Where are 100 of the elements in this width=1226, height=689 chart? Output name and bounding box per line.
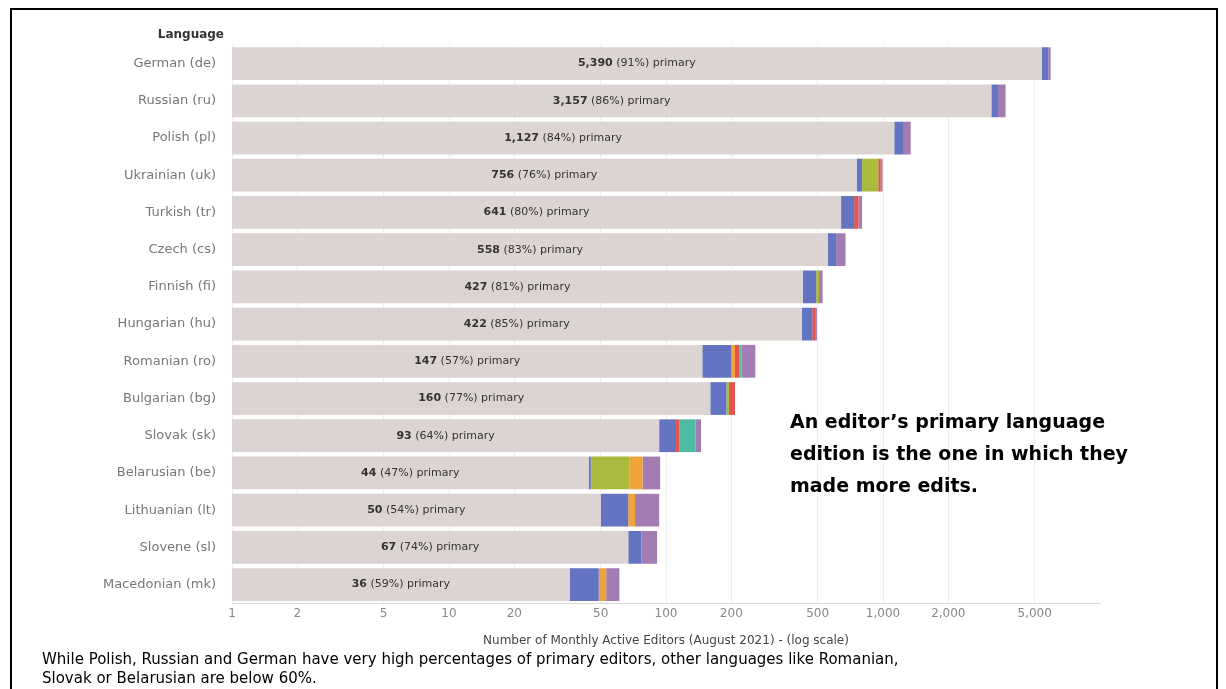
bar [710,382,727,415]
x-tick-label: 5,000 [1017,605,1052,620]
y-tick-label: Finnish (fi) [148,278,216,294]
bar [232,568,570,601]
bar [836,233,846,267]
bar [862,158,879,192]
bar [858,196,863,229]
x-tick-label: 20 [506,605,522,620]
x-tick-label: 1,000 [865,605,901,620]
bar [679,419,696,453]
bar [232,196,842,229]
y-tick-label: Macedonian (mk) [102,575,216,591]
bar [232,158,857,192]
x-tick-label: 2 [293,605,302,620]
annotation: An editor’s primary language edition is the one in which they made more edits. [790,409,1129,498]
x-tick-label: 200 [719,605,743,620]
y-tick-label: Belarusian (be) [116,464,216,480]
bar [232,307,802,341]
x-axis-title: Number of Monthly Active Editors (August 2021) - (log scale) [483,632,849,647]
bar [635,493,660,527]
data-label: 44 (47%) primary [361,465,460,479]
data-label: 756 (76%) primary [491,168,598,182]
data-label: 1,127 (84%) primary [504,130,623,144]
bar [741,344,756,378]
y-tick-label: Hungarian (hu) [117,315,216,331]
bar [702,344,732,378]
x-tick-label: 5 [379,605,388,620]
y-tick-label: Russian (ru) [138,92,216,108]
bar [600,493,629,527]
bar [674,419,680,453]
y-tick-label: Romanian (ro) [123,352,216,368]
data-label: 422 (85%) primary [463,316,571,330]
bar [588,456,591,490]
bar [856,158,863,192]
data-label: 427 (81%) primary [464,279,571,293]
bar [731,344,736,378]
data-label: 93 (64%) primary [396,428,496,442]
bar [726,382,729,415]
data-label: 160 (77%) primary [418,391,525,405]
x-tick-label: 10 [441,605,457,620]
bar [232,382,711,415]
bar [232,344,703,378]
bar [606,568,620,601]
bar [628,493,636,527]
bar [801,307,813,341]
bar [569,568,599,601]
bar [728,382,736,415]
data-label: 67 (74%) primary [380,540,480,554]
bar [642,456,661,490]
data-label: 5,390 (91%) primary [577,56,697,70]
data-label: 558 (83%) primary [476,242,584,256]
data-label: 36 (59%) primary [351,577,451,591]
y-tick-label: Czech (cs) [148,241,216,257]
bar [695,419,702,453]
data-label: 147 (57%) primary [414,354,521,368]
bar [1041,47,1049,80]
bar [997,84,1006,118]
x-tick-label: 2,000 [931,605,966,620]
x-tick-label: 500 [806,605,830,620]
bar [629,456,643,490]
bar [735,344,740,378]
bar [232,233,829,267]
bar [828,233,837,267]
data-label: 50 (54%) primary [367,503,467,517]
bar [598,568,607,601]
bar [232,531,629,564]
y-tick-label: Bulgarian (bg) [123,389,216,405]
y-tick-label: Turkish (tr) [144,203,216,219]
bar [232,270,803,304]
bar [232,47,1042,80]
bar [802,270,817,304]
bar [232,456,589,490]
text: While Polish, Russian and German have very high percentages of primary editors, other languages like Romanian, Slovak or Belarusian are below 60%. [42,650,900,688]
bar [232,84,992,118]
x-tick-label: 100 [654,605,678,620]
y-tick-label: Slovak (sk) [144,427,216,443]
bar [590,456,630,490]
y-tick-label: Ukrainian (uk) [123,166,216,182]
bar [739,344,742,378]
bar [903,121,911,155]
bar [232,493,601,527]
bar [232,121,895,155]
x-tick-label: 1 [228,605,236,620]
bar [991,84,998,118]
bar [841,196,855,229]
y-axis-title: Language [157,27,224,42]
y-tick-label: Lithuanian (lt) [124,501,216,517]
bar [816,270,819,304]
bar [628,531,642,564]
data-label: 3,157 (86%) primary [552,93,672,107]
bar [894,121,904,155]
y-tick-label: German (de) [133,54,216,70]
bar [232,419,660,453]
bar [1048,47,1051,80]
bar [659,419,675,453]
bar [818,270,823,304]
y-tick-label: Polish (pl) [152,129,216,145]
bar [854,196,859,229]
x-tick-label: 50 [593,605,609,620]
y-tick-label: Slovene (sl) [139,538,216,554]
